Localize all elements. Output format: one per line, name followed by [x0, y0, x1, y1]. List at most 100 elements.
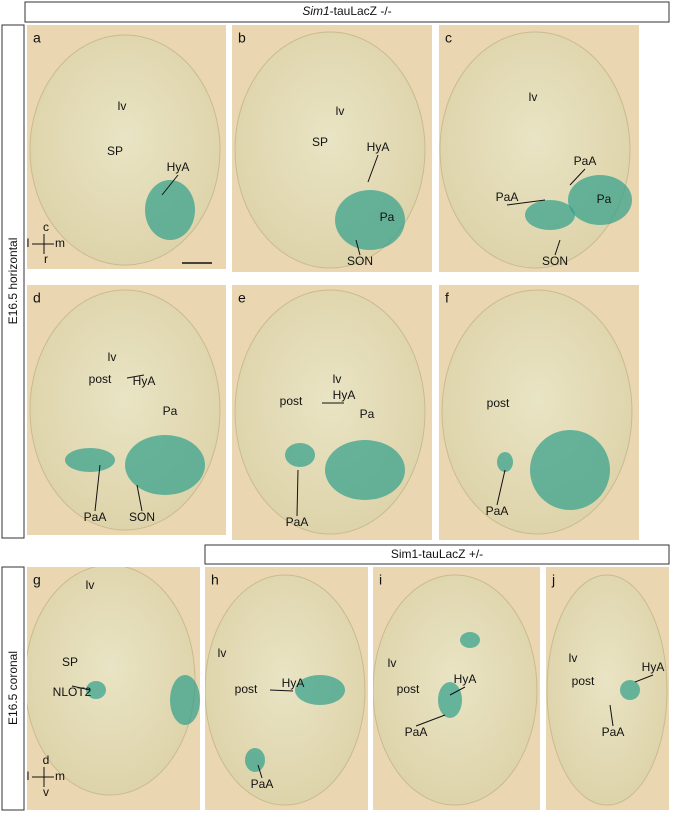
stain — [170, 675, 200, 725]
region-label: NLOT2 — [53, 685, 92, 699]
side-label: E16.5 coronal — [6, 651, 20, 725]
leader-line — [569, 168, 586, 186]
stain — [438, 682, 462, 718]
tissue — [29, 289, 221, 531]
region-label: lv — [118, 99, 127, 113]
panel-letter: c — [445, 30, 452, 46]
axis-label: r — [44, 252, 48, 266]
header-italic: Sim1 — [302, 4, 329, 18]
region-label: Pa — [380, 210, 395, 224]
region-label: lv — [333, 372, 342, 386]
region-label: lv — [86, 578, 95, 592]
tissue — [441, 289, 633, 535]
panel-letter: e — [238, 290, 246, 306]
tissue — [205, 574, 366, 806]
stain — [295, 675, 345, 705]
region-label: PaA — [251, 777, 274, 791]
region-label: Pa — [360, 407, 375, 421]
axis-label: l — [27, 769, 30, 783]
region-label: SON — [129, 510, 155, 524]
region-label: lv — [336, 104, 345, 118]
header-box — [204, 544, 670, 565]
leader-line — [161, 174, 179, 196]
tissue — [29, 34, 221, 266]
leader-line — [126, 374, 145, 379]
panel-content — [29, 34, 221, 266]
stain — [325, 440, 405, 500]
leader-line — [71, 685, 91, 691]
region-label: PaA — [286, 515, 309, 529]
tissue — [27, 567, 196, 796]
region-label: HyA — [133, 374, 156, 388]
stain — [525, 200, 575, 230]
tissue — [234, 289, 426, 535]
region-label: SP — [62, 655, 78, 669]
region-label: lv — [529, 90, 538, 104]
region-label: SON — [542, 254, 568, 268]
stain — [65, 448, 115, 472]
region-label: HyA — [333, 388, 356, 402]
leader-line — [609, 704, 614, 727]
panel-letter: f — [445, 290, 449, 306]
region-label: post — [235, 682, 258, 696]
panel-content — [205, 574, 366, 806]
leader-line — [257, 764, 263, 779]
panel-letter: i — [379, 572, 382, 588]
region-label: SON — [347, 254, 373, 268]
region-label: SP — [107, 144, 123, 158]
leader-line — [496, 469, 506, 506]
panel-letter: g — [33, 572, 41, 588]
region-label: post — [397, 682, 420, 696]
leader-line — [634, 674, 654, 683]
stain — [145, 180, 195, 240]
tissue — [439, 31, 631, 269]
leader-line — [367, 154, 379, 183]
stain — [568, 175, 632, 225]
region-label: Pa — [597, 192, 612, 206]
stain — [335, 190, 405, 250]
stain — [125, 435, 205, 495]
region-label: PaA — [602, 725, 625, 739]
panel-content — [29, 289, 221, 531]
stain — [620, 680, 640, 700]
region-label: Pa — [163, 404, 178, 418]
region-label: lv — [569, 651, 578, 665]
axis-label: d — [43, 753, 50, 767]
panel-content — [234, 289, 426, 535]
panel-content — [439, 31, 632, 269]
region-label: SP — [312, 135, 328, 149]
panel-content — [373, 574, 538, 806]
region-label: lv — [108, 350, 117, 364]
tissue — [546, 574, 668, 806]
region-label: HyA — [454, 672, 477, 686]
region-label: post — [572, 674, 595, 688]
region-label: PaA — [84, 510, 107, 524]
leader-line — [94, 464, 101, 512]
axis-label: v — [43, 785, 49, 799]
panel-letter: b — [238, 30, 246, 46]
region-label: HyA — [367, 140, 390, 154]
axis-label: m — [55, 769, 65, 783]
axis-label: c — [43, 220, 49, 234]
panel-content — [27, 567, 200, 796]
leader-line — [355, 239, 361, 256]
panel-letter: a — [33, 30, 41, 46]
region-label: lv — [218, 646, 227, 660]
panel-content — [441, 289, 633, 535]
region-label: HyA — [282, 676, 305, 690]
leader-line — [554, 239, 561, 256]
axis-label: l — [27, 236, 30, 250]
leader-line — [415, 714, 446, 727]
leader-line — [136, 484, 143, 512]
axis-label: m — [55, 236, 65, 250]
panel-letter: j — [551, 572, 555, 588]
region-label: post — [280, 394, 303, 408]
stain — [530, 430, 610, 510]
header-box — [24, 1, 670, 23]
stain — [245, 748, 265, 772]
stain — [497, 452, 513, 472]
region-label: PaA — [486, 504, 509, 518]
panel-content — [234, 31, 426, 269]
